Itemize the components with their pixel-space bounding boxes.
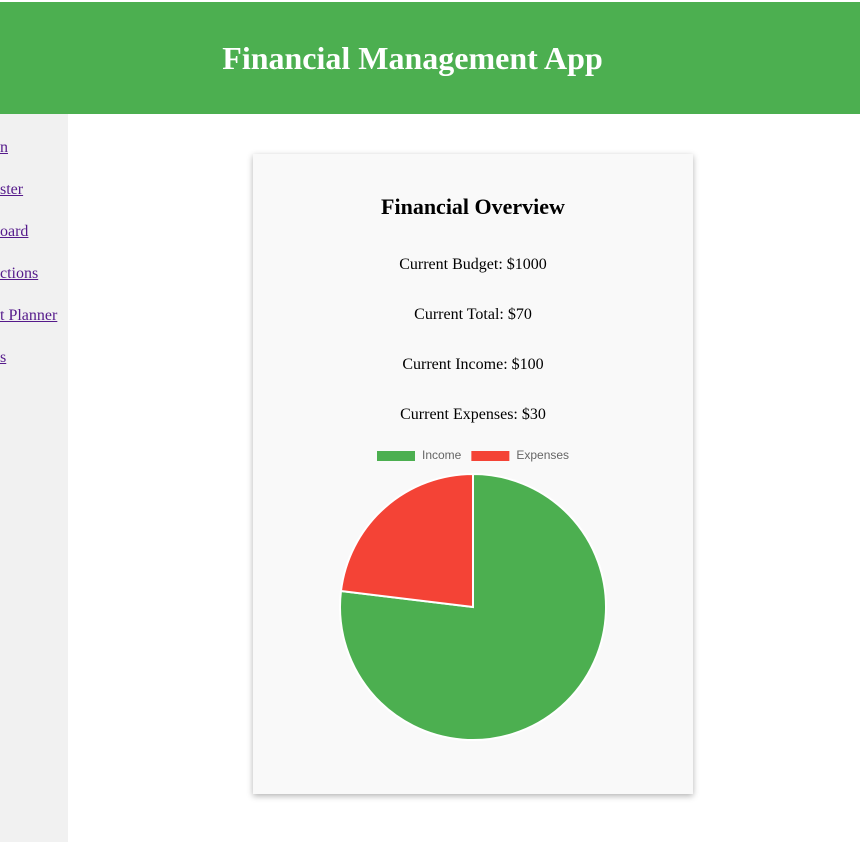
app-title: Financial Management App <box>222 40 603 76</box>
nav-link[interactable]: oard <box>0 223 29 240</box>
overview-line: Current Income: $100 <box>402 356 544 373</box>
pie-slice <box>339 472 474 609</box>
nav-link[interactable]: ster <box>0 181 24 198</box>
overview-line: Current Total: $70 <box>414 306 532 323</box>
nav-link[interactable]: s <box>0 349 7 366</box>
legend-swatch <box>471 451 510 461</box>
overview-line: Current Budget: $1000 <box>399 256 547 273</box>
nav-link[interactable]: n <box>0 139 8 156</box>
nav-link[interactable]: t Planner <box>0 307 58 324</box>
overview-line: Current Expenses: $30 <box>400 406 546 423</box>
card-title: Financial Overview <box>381 194 565 219</box>
overview-card: Financial Overview Income Expenses Curren… <box>253 154 693 794</box>
header: Financial Management App <box>0 2 860 114</box>
legend-label: Income <box>422 448 462 462</box>
nav-link[interactable]: ctions <box>0 265 39 282</box>
legend-swatch <box>377 451 415 461</box>
sidebar: n ster oard ctions t Planner s <box>0 114 68 842</box>
pie-chart: Income Expenses <box>339 448 607 741</box>
legend-label: Expenses <box>516 448 569 462</box>
